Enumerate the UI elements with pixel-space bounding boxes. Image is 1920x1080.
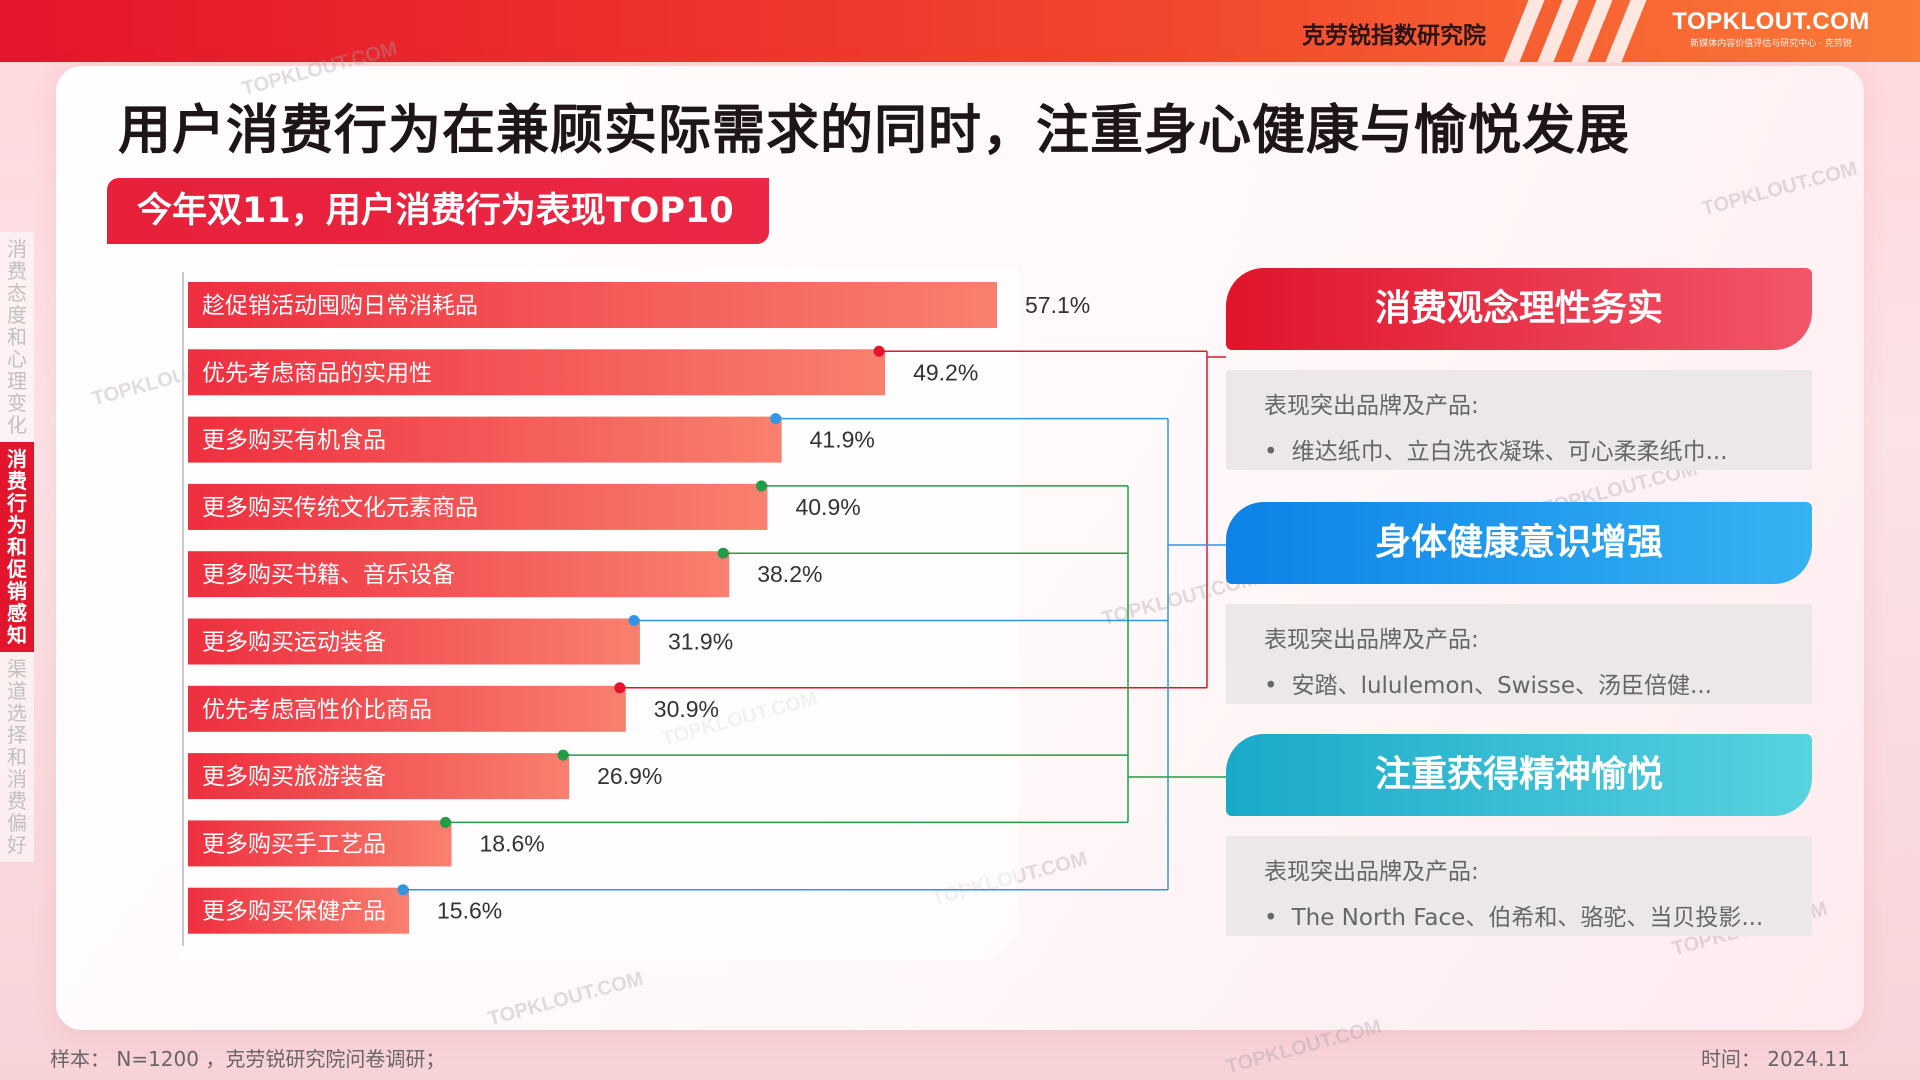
bar-value-label: 38.2% — [757, 561, 822, 587]
footer-sample: 样本： N=1200 ，克劳锐研究院问卷调研； — [50, 1047, 446, 1071]
bar — [188, 416, 782, 463]
sidebar-item-behavior[interactable]: 消费行为和促销感知 — [0, 442, 34, 652]
bar-category-label: 更多购买手工艺品 — [202, 831, 386, 857]
category-body-spirit: 表现突出品牌及产品: The North Face、伯希和、骆驼、当贝投影... — [1226, 836, 1812, 936]
bar — [188, 685, 626, 732]
bar — [188, 820, 452, 867]
bar — [188, 753, 570, 800]
connector-dot — [557, 749, 569, 761]
category-title-spirit: 注重获得精神愉悦 — [1226, 734, 1812, 816]
bar-category-label: 更多购买旅游装备 — [202, 764, 386, 790]
bar-category-label: 更多购买运动装备 — [202, 630, 386, 656]
bar-value-label: 49.2% — [913, 359, 978, 385]
bar-category-label: 趁促销活动囤购日常消耗品 — [202, 293, 478, 319]
footer-time: 时间： 2024.11 — [1700, 1047, 1850, 1071]
category-body-health: 表现突出品牌及产品: 安踏、lululemon、Swisse、汤臣倍健... — [1226, 604, 1812, 704]
sidebar-item-attitude[interactable]: 消费态度和心理变化 — [0, 232, 34, 442]
connector-dot — [717, 547, 729, 559]
bar-category-label: 更多购买传统文化元素商品 — [202, 495, 478, 521]
category-brands: 安踏、lululemon、Swisse、汤臣倍健... — [1264, 666, 1784, 700]
bar-category-label: 更多购买书籍、音乐设备 — [202, 562, 455, 588]
connector-dot — [628, 615, 640, 626]
bar — [188, 282, 997, 328]
page-title: 用户消费行为在兼顾实际需求的同时，注重身心健康与愉悦发展 — [118, 100, 1630, 161]
bar-category-label: 更多购买有机食品 — [202, 428, 386, 454]
category-title-health: 身体健康意识增强 — [1226, 502, 1812, 584]
connector-dot — [770, 413, 782, 425]
bar-value-label: 26.9% — [597, 763, 662, 789]
connector-dot — [614, 682, 626, 694]
bar — [188, 618, 640, 665]
connector-dot — [873, 345, 885, 357]
bar-category-label: 更多购买保健产品 — [202, 899, 386, 925]
brand-logo-subtext: 新媒体内容价值评估与研究中心 · 克劳锐 — [1690, 39, 1852, 49]
bar-value-label: 31.9% — [668, 629, 733, 655]
bar — [188, 887, 410, 934]
bar-value-label: 30.9% — [654, 696, 719, 722]
category-label: 表现突出品牌及产品: — [1264, 393, 1479, 419]
bar-value-label: 57.1% — [1025, 292, 1090, 318]
bar-value-label: 40.9% — [795, 494, 860, 520]
sidebar-item-channel[interactable]: 渠道选择和消费偏好 — [0, 652, 34, 862]
bar — [188, 349, 886, 396]
chart-subtitle: 今年双11，用户消费行为表现TOP10 — [107, 178, 769, 244]
brand-logo: TOPKLOUT.COM 新媒体内容价值评估与研究中心 · 克劳锐 — [1666, 8, 1876, 49]
bar-category-label: 优先考虑高性价比商品 — [202, 697, 432, 723]
category-label: 表现突出品牌及产品: — [1264, 627, 1479, 653]
bar — [188, 551, 730, 598]
bar — [188, 483, 768, 530]
category-brands: The North Face、伯希和、骆驼、当贝投影... — [1264, 898, 1784, 932]
category-card-rational: 消费观念理性务实 表现突出品牌及产品: 维达纸巾、立白洗衣凝珠、可心柔柔纸巾..… — [1226, 268, 1812, 470]
connector-dot — [397, 884, 409, 896]
category-card-health: 身体健康意识增强 表现突出品牌及产品: 安踏、lululemon、Swisse、… — [1226, 502, 1812, 704]
bar-value-label: 15.6% — [437, 898, 502, 924]
org-name: 克劳锐指数研究院 — [1302, 23, 1486, 49]
category-body-rational: 表现突出品牌及产品: 维达纸巾、立白洗衣凝珠、可心柔柔纸巾... — [1226, 370, 1812, 470]
bar-value-label: 41.9% — [810, 427, 875, 453]
category-title-rational: 消费观念理性务实 — [1226, 268, 1812, 350]
bar-value-label: 18.6% — [480, 830, 545, 856]
category-label: 表现突出品牌及产品: — [1264, 859, 1479, 885]
category-brands: 维达纸巾、立白洗衣凝珠、可心柔柔纸巾... — [1264, 432, 1784, 466]
category-card-spirit: 注重获得精神愉悦 表现突出品牌及产品: The North Face、伯希和、骆… — [1226, 734, 1812, 936]
brand-logo-text: TOPKLOUT.COM — [1672, 8, 1870, 35]
connector-dot — [440, 816, 452, 828]
top-banner — [0, 0, 1920, 62]
bar-category-label: 优先考虑商品的实用性 — [202, 360, 432, 386]
section-sidebar: 消费态度和心理变化 消费行为和促销感知 渠道选择和消费偏好 — [0, 232, 34, 862]
connector-dot — [755, 480, 767, 492]
